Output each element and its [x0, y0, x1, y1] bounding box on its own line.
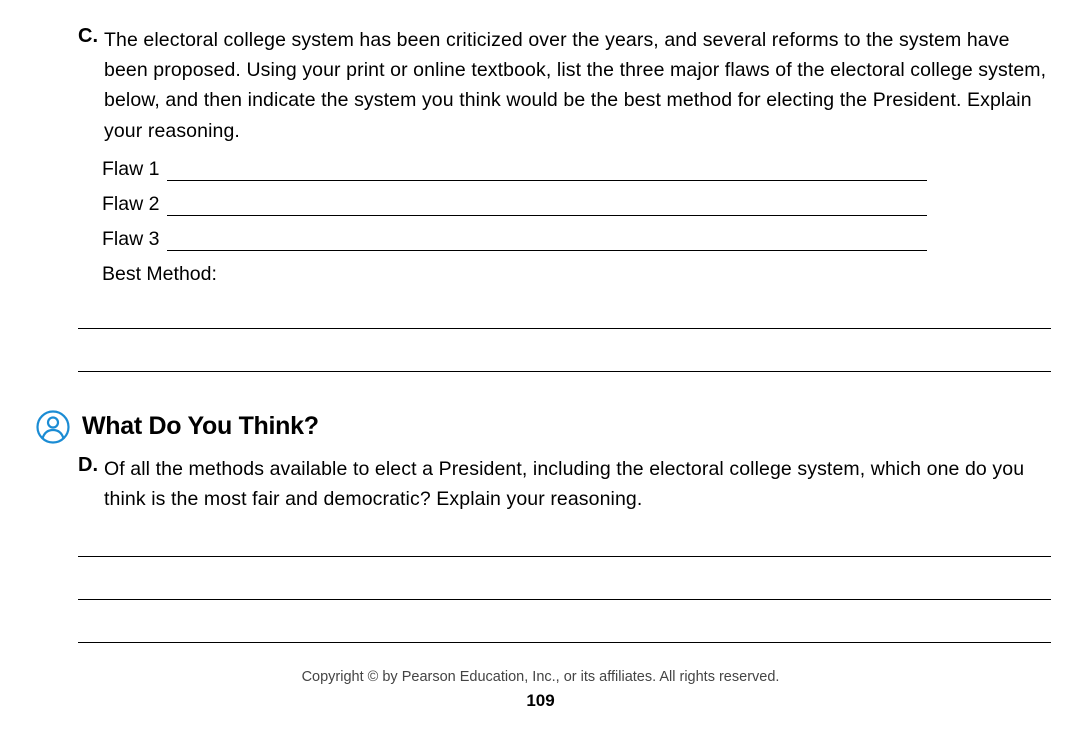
- flaw-3-label: Flaw 3: [102, 228, 159, 251]
- flaw-3-input-line[interactable]: [167, 250, 927, 251]
- best-method-line-2[interactable]: [78, 371, 1051, 372]
- flaw-3-row: Flaw 3: [102, 228, 1051, 251]
- best-method-label: Best Method:: [102, 263, 1051, 286]
- person-icon: [36, 410, 70, 444]
- section-d-line-1[interactable]: [78, 556, 1051, 557]
- section-d-line-3[interactable]: [78, 642, 1051, 643]
- best-method-line-1[interactable]: [78, 328, 1051, 329]
- flaw-2-input-line[interactable]: [167, 215, 927, 216]
- section-d-prompt: Of all the methods available to elect a …: [104, 454, 1051, 514]
- what-do-you-think-heading-row: What Do You Think?: [36, 410, 1051, 444]
- section-d-letter: D.: [78, 454, 98, 477]
- what-do-you-think-heading: What Do You Think?: [82, 412, 319, 441]
- flaw-1-row: Flaw 1: [102, 158, 1051, 181]
- flaw-2-label: Flaw 2: [102, 193, 159, 216]
- section-d-line-2[interactable]: [78, 599, 1051, 600]
- page-footer: Copyright © by Pearson Education, Inc., …: [0, 669, 1081, 711]
- flaw-1-input-line[interactable]: [167, 180, 927, 181]
- section-d: D. Of all the methods available to elect…: [78, 454, 1051, 643]
- section-c: C. The electoral college system has been…: [78, 25, 1051, 372]
- copyright-text: Copyright © by Pearson Education, Inc., …: [0, 669, 1081, 685]
- flaw-1-label: Flaw 1: [102, 158, 159, 181]
- section-c-prompt: The electoral college system has been cr…: [104, 25, 1051, 146]
- flaw-2-row: Flaw 2: [102, 193, 1051, 216]
- section-c-letter: C.: [78, 25, 98, 48]
- page-number: 109: [0, 691, 1081, 711]
